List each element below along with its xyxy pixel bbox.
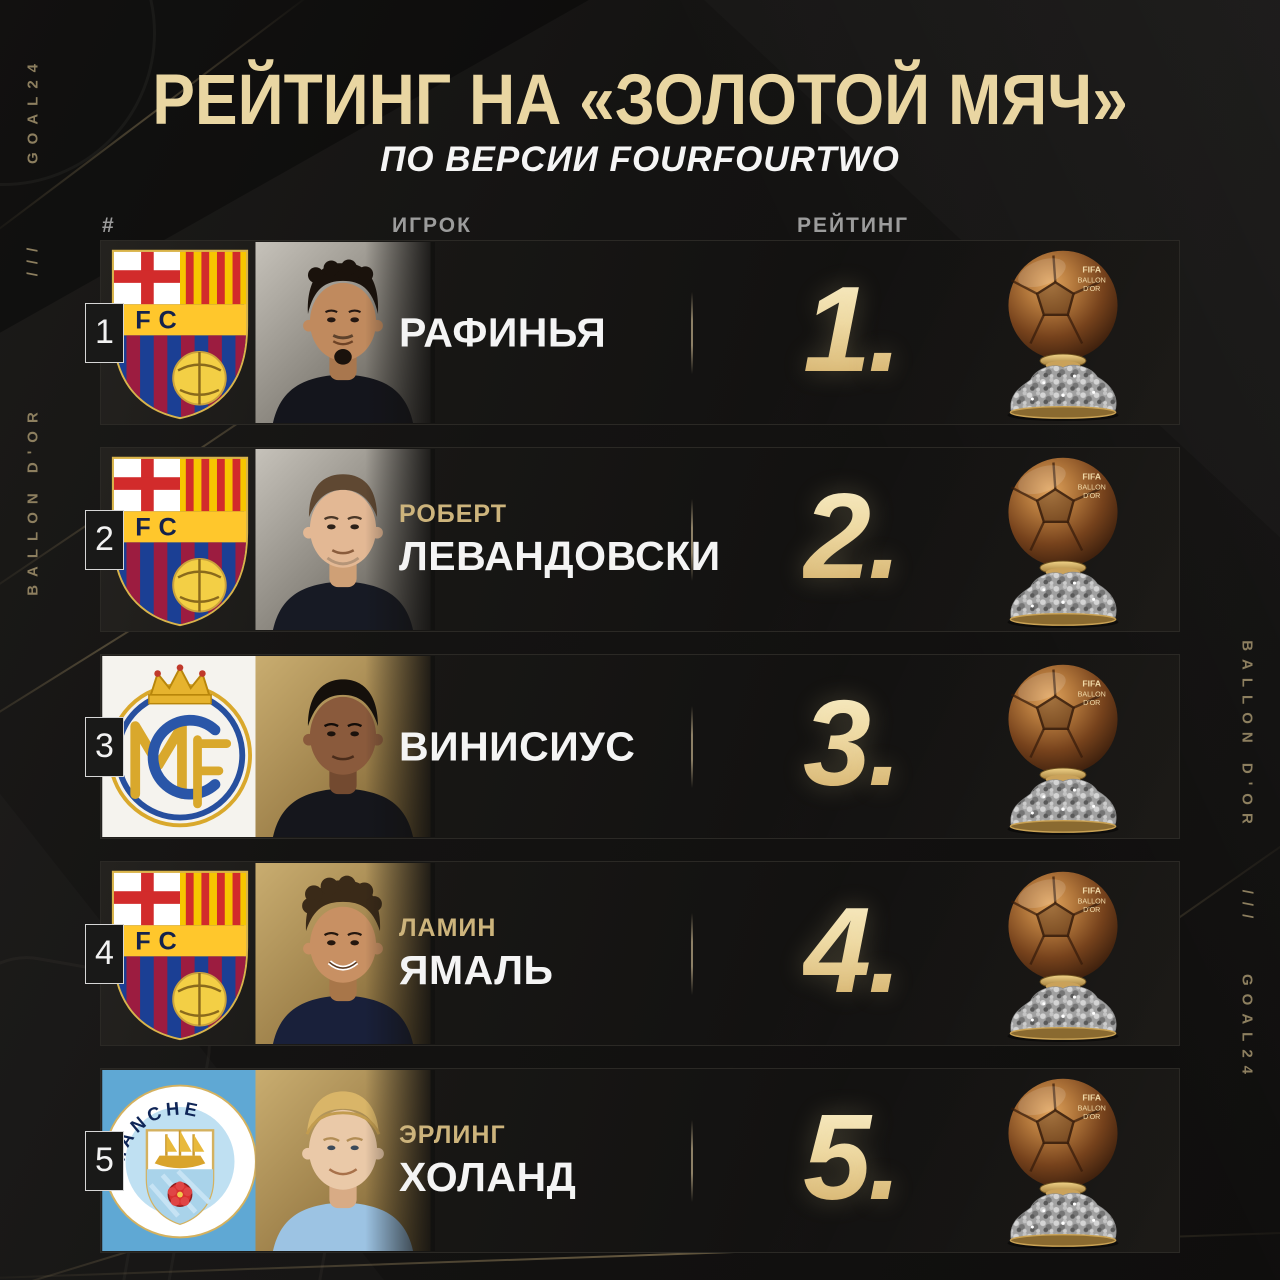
rank-badge: 2 (85, 509, 124, 570)
player-name: РОБЕРТ ЛЕВАНДОВСКИ (399, 499, 721, 580)
player-last-name: ЯМАЛЬ (399, 946, 554, 993)
rank-number: 3 (95, 727, 114, 765)
player-first-name: РОБЕРТ (399, 499, 508, 528)
fc-barcelona-crest-icon (102, 449, 258, 630)
player-photo-haaland (251, 1070, 435, 1251)
page-title: РЕЙТИНГ НА «ЗОЛОТОЙ МЯЧ» (152, 59, 1128, 140)
table-row-1: 1 РАФИНЬЯ 1. (85, 240, 1180, 425)
player-last-name: ВИНИСИУС (399, 723, 636, 769)
rating-value: 4. (803, 881, 902, 1018)
table-header: # ИГРОК РЕЙТИНГ (100, 214, 1180, 240)
rank-badge: 4 (85, 923, 124, 984)
divider (691, 705, 693, 788)
player-photo-raphinha (251, 242, 435, 423)
rank-number: 5 (95, 1141, 114, 1179)
ranking-table: 1 РАФИНЬЯ 1. 2 (85, 240, 1180, 1275)
player-first-name: ЭРЛИНГ (399, 1120, 506, 1149)
rating-value: 1. (803, 260, 902, 397)
column-header-rank: # (102, 214, 116, 237)
rating-value: 2. (803, 467, 902, 604)
ballon-dor-trophy-icon (985, 451, 1141, 629)
player-name: РАФИНЬЯ (399, 309, 684, 356)
divider (691, 291, 693, 374)
fc-barcelona-crest-icon (102, 863, 258, 1044)
rank-number: 2 (95, 520, 114, 558)
ballon-dor-trophy-icon (985, 244, 1141, 422)
right-rail-ballon-text: BALLON D'OR (1238, 640, 1256, 832)
right-rail-divider-slashes: /// (1238, 889, 1256, 927)
column-header-player: ИГРОК (392, 214, 472, 237)
table-row-2: 2 РОБЕРТ ЛЕВАНДОВСКИ 2. (85, 447, 1180, 632)
fc-barcelona-crest-icon (102, 242, 258, 423)
player-photo-lewandowski (251, 449, 435, 630)
ballon-dor-trophy-icon (985, 1072, 1141, 1250)
rating-value: 3. (803, 674, 902, 811)
rank-number: 1 (95, 313, 114, 351)
player-photo-vinicius (251, 656, 435, 837)
player-last-name: РАФИНЬЯ (399, 309, 607, 355)
player-last-name: ЛЕВАНДОВСКИ (399, 532, 721, 579)
ballon-dor-trophy-icon (985, 658, 1141, 836)
table-row-4: 4 ЛАМИН ЯМАЛЬ 4. (85, 861, 1180, 1046)
table-row-3: 3 ВИНИСИУС 3. (85, 654, 1180, 839)
divider (691, 912, 693, 995)
rating-value: 5. (803, 1088, 902, 1225)
player-last-name: ХОЛАНД (399, 1153, 577, 1200)
left-rail-divider-slashes: /// (24, 239, 42, 277)
real-madrid-crest-icon (102, 656, 258, 837)
manchester-city-crest-icon (102, 1070, 258, 1251)
rank-badge: 1 (85, 302, 124, 363)
rank-number: 4 (95, 934, 114, 972)
right-rail-brand-text: GOAL24 (1238, 973, 1256, 1083)
divider (691, 1119, 693, 1202)
left-rail-ballon-text: BALLON D'OR (24, 404, 42, 596)
player-name: ЛАМИН ЯМАЛЬ (399, 914, 684, 994)
player-first-name: ЛАМИН (399, 913, 497, 942)
table-row-5: 5 ЭРЛИНГ ХОЛАНД 5. (85, 1068, 1180, 1253)
player-name: ВИНИСИУС (399, 723, 684, 770)
rank-badge: 3 (85, 716, 124, 777)
divider (691, 498, 693, 581)
rank-badge: 5 (85, 1130, 124, 1191)
player-photo-yamal (251, 863, 435, 1044)
page-subtitle: ПО ВЕРСИИ FOURFOURTWO (380, 140, 900, 179)
column-header-rating: РЕЙТИНГ (796, 214, 910, 237)
ballon-dor-trophy-icon (985, 865, 1141, 1043)
player-name: ЭРЛИНГ ХОЛАНД (399, 1121, 684, 1201)
